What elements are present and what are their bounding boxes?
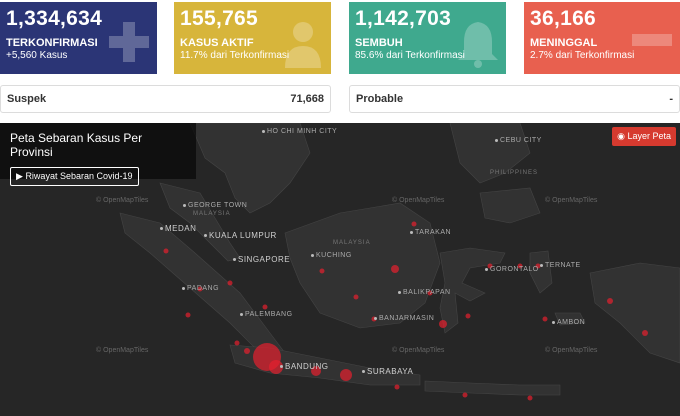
marker-ntt [527, 395, 533, 401]
map-attribution: © OpenMapTiles [96, 197, 149, 204]
city-balikpapan: BALIKPAPAN [398, 289, 451, 296]
confirmed-number: 1,334,634 [6, 7, 103, 30]
city-kualalumpur: KUALA LUMPUR [204, 231, 277, 240]
city-banjarmasin: BANJARMASIN [374, 315, 434, 322]
city-bandung: BANDUNG [280, 362, 329, 371]
country-malaysia-west: MALAYSIA [193, 211, 231, 217]
probable-box: Probable - [349, 85, 680, 113]
active-sub: 11.7% dari Terkonfirmasi [180, 50, 290, 61]
map-attribution: © OpenMapTiles [392, 197, 445, 204]
marker-jatim [340, 369, 352, 381]
marker-kaltim [391, 265, 399, 273]
marker-sumbar [185, 312, 191, 318]
minus-icon [632, 34, 672, 46]
city-gorontalo: GORONTALO [485, 266, 539, 273]
country-philippines: PHILIPPINES [490, 170, 539, 176]
city-medan: MEDAN [160, 224, 196, 233]
suspek-label: Suspek [7, 93, 47, 105]
city-cebu: CEBU CITY [495, 137, 542, 144]
probable-label: Probable [356, 93, 404, 105]
deaths-number: 36,166 [530, 7, 597, 30]
city-kuching: KUCHING [311, 252, 352, 259]
city-georgetown: GEORGE TOWN [183, 202, 247, 209]
city-singapore: SINGAPORE [233, 255, 290, 264]
suspek-value: 71,668 [290, 93, 324, 105]
city-ambon: AMBON [552, 319, 585, 326]
recovered-label: SEMBUH [355, 37, 403, 49]
marker-papuabarat [607, 298, 613, 304]
marker-papua [642, 330, 648, 336]
deaths-card: 36,166 MENINGGAL 2.7% dari Terkonfirmasi [524, 2, 680, 74]
active-card: 155,765 KASUS AKTIF 11.7% dari Terkonfir… [174, 2, 331, 74]
marker-sultra [465, 313, 471, 319]
city-padang: PADANG [182, 285, 219, 292]
active-number: 155,765 [180, 7, 259, 30]
city-ternate: TERNATE [540, 262, 581, 269]
map-header: Peta Sebaran Kasus Per Provinsi ▶ Riwaya… [0, 123, 196, 186]
confirmed-label: TERKONFIRMASI [6, 37, 98, 49]
map-attribution: © OpenMapTiles [392, 347, 445, 354]
marker-sumsel [262, 304, 268, 310]
marker-maluku [542, 316, 548, 322]
history-button[interactable]: ▶ Riwayat Sebaran Covid-19 [10, 167, 139, 186]
deaths-label: MENINGGAL [530, 37, 598, 49]
suspek-box: Suspek 71,668 [0, 85, 331, 113]
city-palembang: PALEMBANG [240, 311, 293, 318]
marker-bali [394, 384, 400, 390]
country-malaysia-east: MALAYSIA [333, 240, 371, 246]
history-button-label: Riwayat Sebaran Covid-19 [25, 171, 133, 181]
marker-banten [244, 348, 250, 354]
marker-sumut [163, 248, 169, 254]
layer-map-button[interactable]: ◉ Layer Peta [612, 127, 676, 146]
marker-kalbar [319, 268, 325, 274]
recovered-card: 1,142,703 SEMBUH 85.6% dari Terkonfirmas… [349, 2, 506, 74]
recovered-number: 1,142,703 [355, 7, 452, 30]
marker-ntb [462, 392, 468, 398]
confirmed-card: 1,334,634 TERKONFIRMASI +5,560 Kasus [0, 2, 157, 74]
active-label: KASUS AKTIF [180, 37, 254, 49]
marker-jambi [227, 280, 233, 286]
bell-icon [458, 22, 498, 68]
marker-sulsel [439, 320, 447, 328]
map-attribution: © OpenMapTiles [96, 347, 149, 354]
layer-icon: ◉ [617, 131, 625, 141]
probable-value: - [669, 93, 673, 105]
map-title: Peta Sebaran Kasus Per Provinsi [10, 131, 143, 159]
deaths-sub: 2.7% dari Terkonfirmasi [530, 50, 635, 61]
map-attribution: © OpenMapTiles [545, 197, 598, 204]
confirmed-sub: +5,560 Kasus [6, 50, 68, 61]
patient-icon [285, 22, 321, 68]
marker-lampung [234, 340, 240, 346]
recovered-sub: 85.6% dari Terkonfirmasi [355, 50, 465, 61]
province-map[interactable]: © OpenMapTiles © OpenMapTiles © OpenMapT… [0, 123, 680, 416]
layer-button-label: Layer Peta [627, 131, 671, 141]
city-tarakan: TARAKAN [410, 229, 451, 236]
city-hochiminh: HO CHI MINH CITY [262, 128, 337, 135]
city-surabaya: SURABAYA [362, 367, 413, 376]
play-icon: ▶ [16, 171, 23, 181]
marker-kalteng [353, 294, 359, 300]
marker-kaltara [411, 221, 417, 227]
plus-icon [109, 22, 149, 62]
map-attribution: © OpenMapTiles [545, 347, 598, 354]
